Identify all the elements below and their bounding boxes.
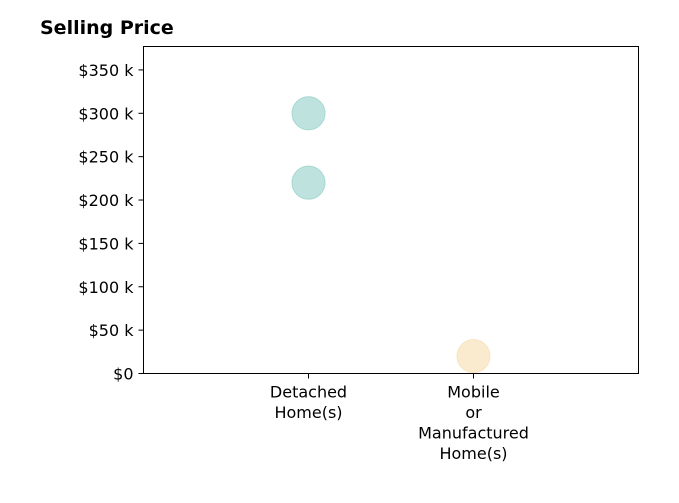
data-point: [291, 165, 326, 200]
y-tick-label: $100 k: [78, 278, 134, 297]
x-tick-label: Detached: [270, 383, 347, 402]
x-tick-label: or: [465, 403, 482, 422]
y-axis: $0 $50 k $100 k $150 k $200 k $250 k $300 k $35…: [78, 61, 144, 384]
x-tick-label: Home(s): [274, 403, 342, 422]
points-layer: [291, 96, 491, 374]
x-tick-label: Mobile: [447, 383, 499, 402]
plot-frame: [143, 46, 639, 374]
chart-title: Selling Price: [40, 17, 174, 39]
y-tick-label: $200 k: [78, 191, 134, 210]
y-tick-label: $50 k: [89, 321, 135, 340]
x-tick-label: Manufactured: [418, 424, 529, 443]
y-tick-label: $300 k: [78, 104, 134, 123]
y-tick-label: $250 k: [78, 148, 134, 167]
y-tick-label: $150 k: [78, 234, 134, 253]
y-tick-label: $0: [113, 365, 133, 384]
y-tick-label: $350 k: [78, 61, 134, 80]
x-tick-label: Home(s): [439, 444, 507, 463]
x-axis: DetachedHome(s)MobileorManufacturedHome(…: [270, 373, 529, 463]
data-point: [456, 339, 491, 374]
data-point: [291, 96, 326, 131]
